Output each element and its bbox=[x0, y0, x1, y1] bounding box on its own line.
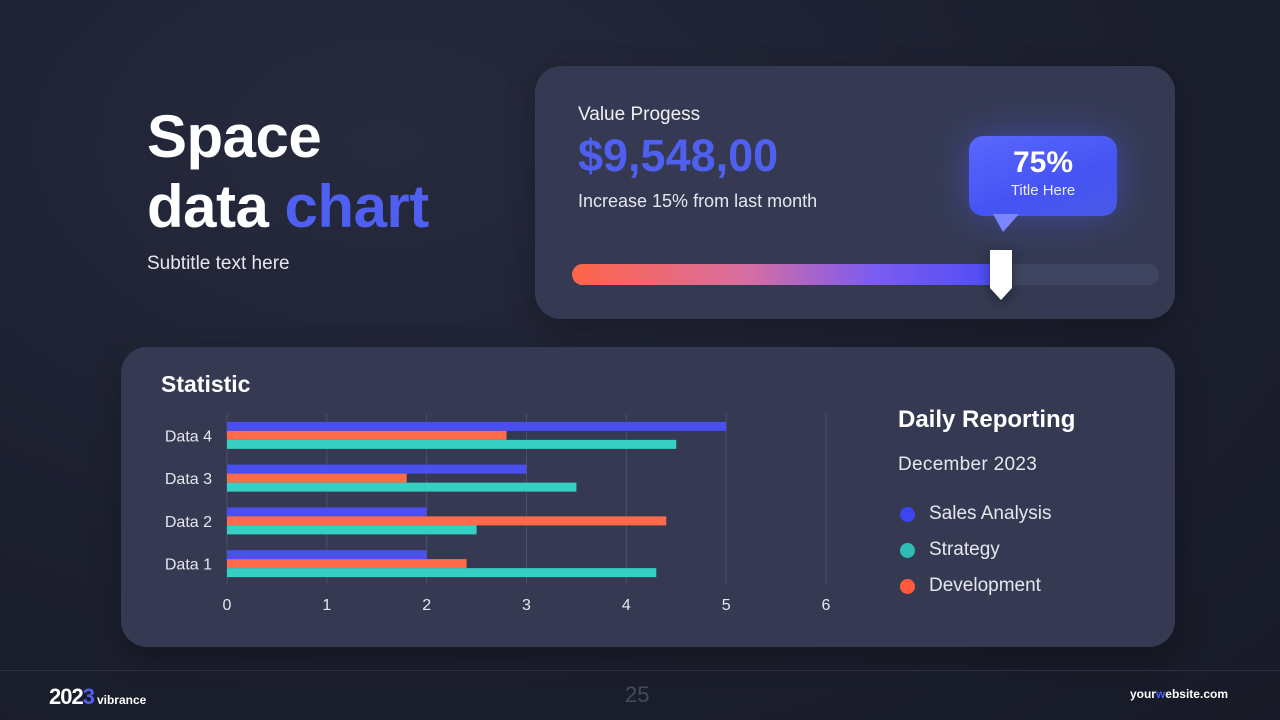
title-line-1: Space bbox=[147, 103, 322, 170]
logo-year-accent: 3 bbox=[82, 684, 95, 709]
legend-item-strategy: Strategy bbox=[900, 539, 1000, 561]
y-category-label: Data 2 bbox=[165, 514, 212, 531]
horizontal-bar-chart: 0 1 2 3 4 5 6 Data 1 Data 2 Data 3 Data 4 bbox=[165, 414, 831, 614]
bar-strategy bbox=[227, 439, 677, 449]
website-part: ebsite.com bbox=[1165, 687, 1228, 701]
legend-dot bbox=[900, 542, 915, 558]
y-category-label: Data 1 bbox=[165, 557, 212, 574]
x-tick-label: 5 bbox=[722, 597, 731, 614]
footer-divider bbox=[0, 670, 1280, 671]
website-part: your bbox=[1129, 687, 1156, 701]
legend-label: Strategy bbox=[929, 539, 1000, 560]
title-word-data: data bbox=[147, 173, 285, 240]
percent-value: 75% bbox=[1012, 146, 1074, 179]
legend-item-development: Development bbox=[900, 575, 1041, 597]
bar-development bbox=[227, 430, 507, 440]
x-tick-label: 0 bbox=[223, 597, 232, 614]
website-part-accent: w bbox=[1155, 687, 1166, 701]
title-line-2: data chart bbox=[147, 172, 429, 242]
legend-date: December 2023 bbox=[898, 454, 1038, 475]
page-number: 25 bbox=[625, 682, 650, 707]
bar-sales-analysis bbox=[227, 550, 427, 560]
subtitle: Subtitle text here bbox=[147, 253, 290, 274]
bar-strategy bbox=[227, 482, 577, 492]
value-progress-label: Value Progess bbox=[578, 104, 701, 125]
progress-track bbox=[572, 250, 1159, 300]
legend-label: Sales Analysis bbox=[929, 503, 1052, 524]
value-progress-card: Value Progess $9,548,00 Increase 15% fro… bbox=[535, 66, 1175, 319]
bar-sales-analysis bbox=[227, 507, 427, 517]
y-category-label: Data 3 bbox=[165, 471, 212, 488]
logo-name: vibrance bbox=[96, 693, 147, 707]
bar-strategy bbox=[227, 525, 477, 535]
statistic-title: Statistic bbox=[161, 371, 251, 397]
legend-title: Daily Reporting bbox=[898, 406, 1076, 433]
bar-development bbox=[227, 473, 407, 483]
x-tick-label: 3 bbox=[522, 597, 531, 614]
progress-fill bbox=[572, 264, 1001, 285]
legend-item-sales-analysis: Sales Analysis bbox=[900, 503, 1052, 525]
page-title: Space data chart bbox=[147, 102, 429, 242]
x-tick-label: 4 bbox=[622, 597, 631, 614]
logo-year: 202 bbox=[49, 684, 84, 709]
bar-development bbox=[227, 559, 467, 569]
bar-strategy bbox=[227, 568, 657, 578]
x-tick-label: 6 bbox=[822, 597, 831, 614]
bar-sales-analysis bbox=[227, 464, 527, 474]
value-progress-increase: Increase 15% from last month bbox=[578, 191, 818, 211]
bar-sales-analysis bbox=[227, 421, 727, 431]
percent-caption: Title Here bbox=[1010, 182, 1076, 199]
legend-dot bbox=[900, 506, 915, 522]
x-tick-label: 1 bbox=[322, 597, 331, 614]
statistic-card: Statistic 0 1 2 3 4 5 6 Data 1 Data 2 Data 3 Data … bbox=[121, 347, 1175, 647]
website-link[interactable]: yourwebsite.com bbox=[1130, 687, 1228, 701]
title-word-chart: chart bbox=[284, 173, 430, 240]
x-tick-label: 2 bbox=[422, 597, 431, 614]
bar-development bbox=[227, 516, 667, 526]
brand-logo: 2023 vibrance bbox=[49, 684, 146, 710]
legend-label: Development bbox=[929, 575, 1041, 596]
legend-dot bbox=[900, 578, 915, 594]
progress-handle-icon[interactable] bbox=[989, 250, 1012, 300]
y-category-label: Data 4 bbox=[165, 428, 212, 445]
percent-bubble: 75% Title Here bbox=[969, 136, 1117, 232]
value-progress-amount: $9,548,00 bbox=[578, 130, 779, 181]
